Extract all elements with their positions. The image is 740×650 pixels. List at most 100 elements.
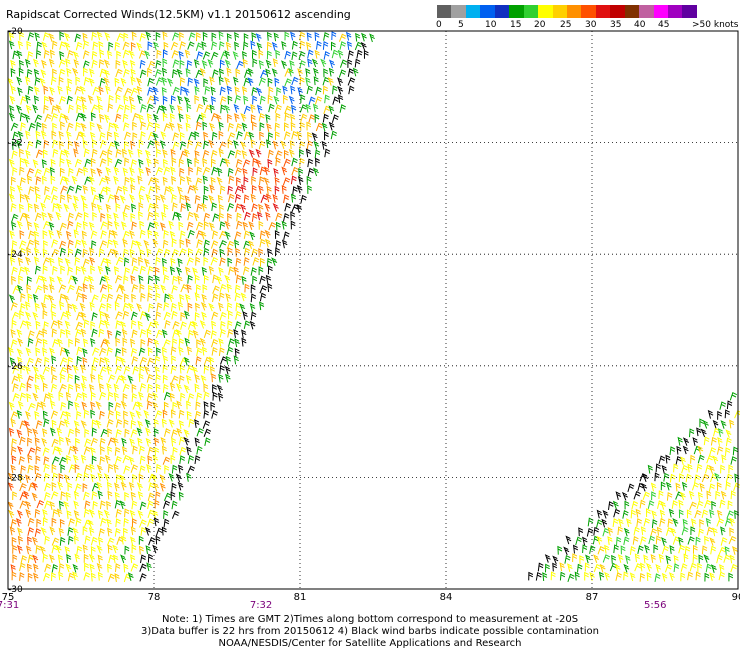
wind-barb (202, 166, 211, 176)
wind-barb (265, 274, 272, 284)
wind-barb (579, 555, 585, 564)
wind-barb (574, 571, 580, 581)
wind-barb (629, 572, 636, 582)
wind-barb (138, 139, 144, 149)
wind-barb (291, 104, 297, 114)
wind-barb (243, 320, 251, 330)
wind-barb (121, 347, 127, 357)
wind-barb (59, 240, 67, 250)
wind-barb (155, 167, 164, 176)
wind-barb (51, 456, 60, 465)
wind-barb (228, 310, 233, 320)
wind-barb (114, 482, 120, 492)
wind-barb (202, 175, 208, 185)
wind-barb (42, 149, 48, 159)
wind-barb (147, 347, 153, 357)
wind-barb (227, 247, 233, 257)
wind-barb (643, 554, 649, 564)
wind-barb (66, 67, 72, 77)
wind-barb (233, 103, 240, 113)
wind-barb (25, 509, 32, 518)
wind-barb (96, 204, 103, 213)
wind-barb (72, 527, 79, 537)
wind-barb (690, 526, 696, 536)
wind-barb (67, 284, 75, 294)
wind-barb (668, 572, 675, 581)
wind-barb (19, 310, 25, 320)
wind-barb (139, 32, 147, 42)
wind-barb (203, 329, 211, 339)
wind-barb (138, 519, 147, 528)
wind-barb (114, 77, 120, 87)
wind-barb (65, 411, 72, 420)
wind-barb (171, 482, 177, 492)
wind-barb (68, 167, 74, 177)
wind-barb (26, 221, 33, 230)
wind-barb (313, 167, 319, 177)
wind-barb (632, 536, 639, 545)
wind-barb (251, 248, 258, 258)
wind-barb (82, 32, 88, 42)
wind-barb (99, 500, 106, 510)
wind-barb (248, 149, 255, 158)
wind-barb (187, 139, 193, 149)
wind-barb (193, 59, 200, 69)
wind-barb (26, 247, 32, 257)
wind-barb (322, 85, 329, 95)
wind-barb (137, 437, 143, 447)
wind-barb (66, 85, 72, 95)
wind-barb (582, 544, 588, 554)
wind-barb (323, 131, 329, 141)
wind-barb (227, 132, 236, 141)
wind-barb (99, 132, 106, 141)
wind-barb (218, 347, 225, 356)
wind-barb (139, 59, 146, 69)
wind-barb (115, 86, 123, 95)
wind-barb (75, 212, 83, 221)
wind-barb (137, 320, 143, 330)
wind-barb (239, 303, 246, 312)
wind-barb (275, 247, 281, 257)
wind-barb (297, 68, 303, 77)
wind-barb (163, 391, 172, 401)
wind-barb (7, 77, 14, 87)
wind-barb (607, 527, 614, 536)
wind-barb (154, 266, 160, 276)
wind-barb (734, 410, 740, 419)
wind-barb (593, 563, 602, 573)
wind-barb (84, 464, 91, 474)
wind-barb (162, 239, 169, 249)
wind-barb (718, 546, 727, 556)
wind-barb (98, 59, 105, 68)
wind-barb (114, 41, 121, 51)
wind-barb (186, 472, 192, 482)
wind-barb (305, 68, 311, 77)
wind-barb (137, 510, 144, 519)
wind-barb (55, 104, 62, 113)
wind-barb (19, 572, 25, 581)
wind-barb (552, 555, 559, 565)
wind-barb (719, 401, 727, 410)
wind-barb (40, 527, 47, 536)
wind-barb (337, 49, 344, 59)
wind-barb (58, 140, 64, 150)
lat-tick-label: -20 (8, 27, 23, 37)
wind-barb (259, 131, 265, 141)
wind-barb (90, 157, 96, 167)
wind-barb (300, 40, 306, 50)
wind-barb (99, 410, 105, 420)
wind-barb (234, 321, 242, 330)
wind-barb (23, 158, 30, 168)
wind-barb (659, 509, 666, 519)
wind-barb (240, 203, 247, 213)
wind-barb (129, 230, 135, 239)
wind-barb (137, 420, 143, 430)
wind-barb (291, 166, 299, 176)
wind-barb (265, 59, 272, 69)
wind-barb (33, 563, 39, 573)
wind-barb (82, 202, 88, 212)
wind-barb (283, 131, 291, 140)
wind-barb (57, 481, 64, 491)
wind-barb (706, 490, 712, 500)
wind-barb (162, 456, 171, 465)
